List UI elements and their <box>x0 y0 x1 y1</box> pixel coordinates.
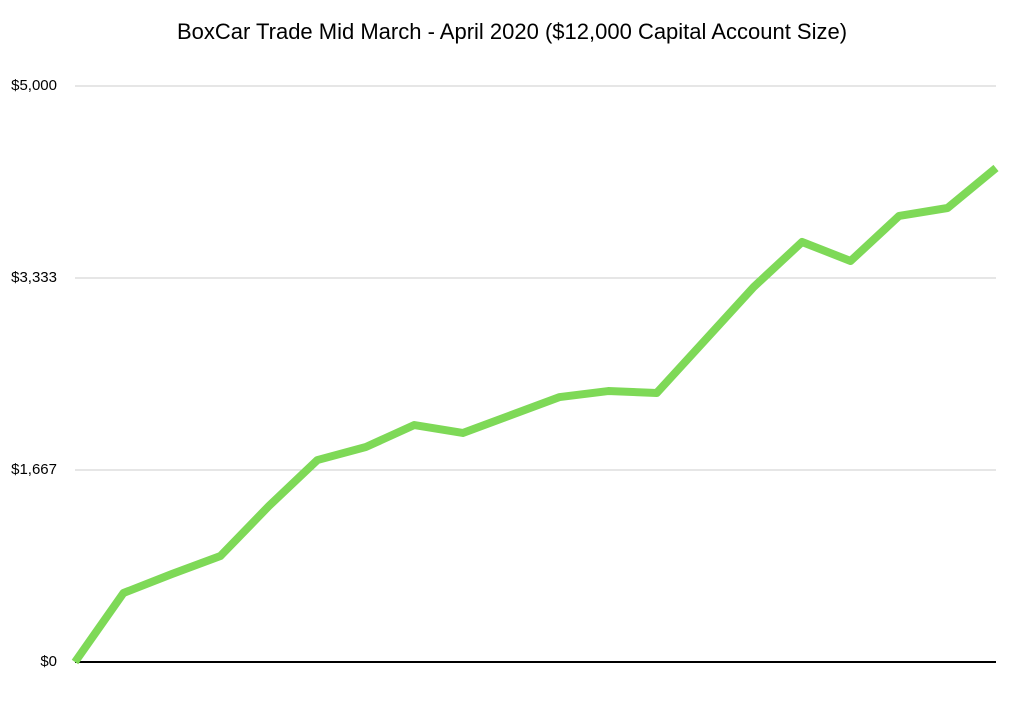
y-tick-label: $1,667 <box>11 461 57 478</box>
y-tick-label: $3,333 <box>11 269 57 286</box>
y-tick-label: $0 <box>40 653 57 670</box>
chart-title: BoxCar Trade Mid March - April 2020 ($12… <box>177 19 847 44</box>
y-tick-label: $5,000 <box>11 77 57 94</box>
data-line <box>71 164 999 665</box>
